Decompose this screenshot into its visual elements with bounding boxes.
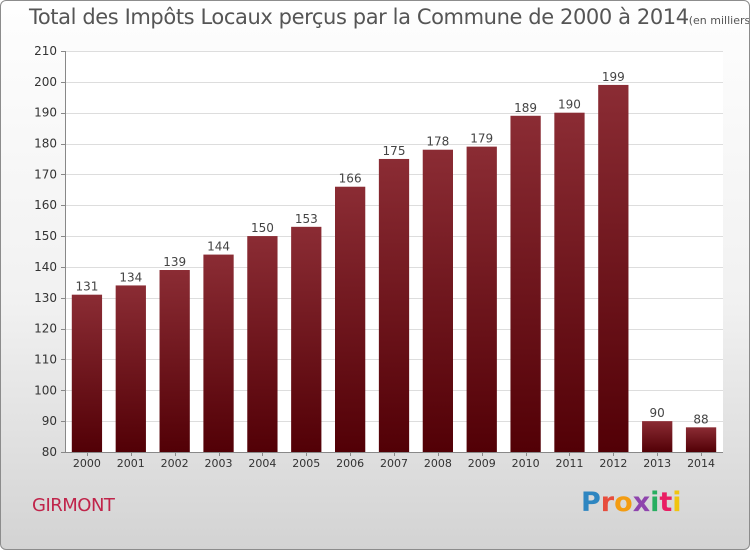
y-tick-label: 170 xyxy=(34,167,57,181)
bar-value-label: 139 xyxy=(163,255,186,269)
bar-2009 xyxy=(466,146,497,452)
y-tick-label: 210 xyxy=(34,44,57,58)
y-tick-label: 200 xyxy=(34,75,57,89)
x-tick-label: 2009 xyxy=(468,457,496,470)
x-tick-label: 2000 xyxy=(73,457,101,470)
bar-value-label: 144 xyxy=(207,240,230,254)
chart-title-unit: (en milliers d'€) xyxy=(688,14,750,27)
logo-letter: t xyxy=(659,487,673,518)
bar-value-label: 150 xyxy=(251,221,274,235)
bar-2014 xyxy=(685,427,717,452)
bar-2000 xyxy=(71,294,103,452)
y-tick-label: 80 xyxy=(42,445,57,459)
logo-letter: i xyxy=(672,487,682,518)
bar-value-label: 90 xyxy=(650,406,665,420)
x-tick-label: 2010 xyxy=(512,457,540,470)
logo-letter: o xyxy=(614,487,633,518)
y-tick-label: 100 xyxy=(34,383,57,397)
bar-value-label: 88 xyxy=(693,412,708,426)
chart-title-main: Total des Impôts Locaux perçus par la Co… xyxy=(29,5,689,29)
bar-value-label: 189 xyxy=(514,101,537,115)
bar-value-label: 190 xyxy=(558,98,581,112)
y-tick-label: 130 xyxy=(34,291,57,305)
y-tick-label: 120 xyxy=(34,322,57,336)
x-tick-label: 2002 xyxy=(161,457,189,470)
x-tick-label: 2013 xyxy=(643,457,671,470)
bar-2006 xyxy=(334,186,366,452)
bar-value-label: 175 xyxy=(383,144,406,158)
x-tick-label: 2004 xyxy=(248,457,276,470)
y-tick-label: 90 xyxy=(42,414,57,428)
bar-2011 xyxy=(554,112,585,452)
bar-2012 xyxy=(598,84,629,452)
bar-value-label: 178 xyxy=(426,135,449,149)
bar-value-label: 179 xyxy=(470,132,493,146)
bar-2005 xyxy=(291,226,322,452)
commune-name: GIRMONT xyxy=(32,495,115,516)
bar-2003 xyxy=(203,254,234,452)
x-tick-label: 2011 xyxy=(555,457,583,470)
bar-2013 xyxy=(642,421,673,452)
x-tick-label: 2001 xyxy=(117,457,145,470)
bar-2010 xyxy=(510,115,541,453)
x-tick-label: 2006 xyxy=(336,457,364,470)
bar-value-label: 134 xyxy=(119,270,142,284)
bar-value-label: 153 xyxy=(295,212,318,226)
x-tick-label: 2008 xyxy=(424,457,452,470)
logo-letter: x xyxy=(632,487,651,518)
y-tick-label: 180 xyxy=(34,137,57,151)
logo-letter: r xyxy=(600,487,615,518)
bar-value-label: 166 xyxy=(339,172,362,186)
logo-letter: i xyxy=(650,487,660,518)
bar-2001 xyxy=(115,285,146,452)
x-tick-label: 2012 xyxy=(599,457,627,470)
y-tick-label: 150 xyxy=(34,229,57,243)
x-tick-label: 2007 xyxy=(380,457,408,470)
x-tick-label: 2003 xyxy=(205,457,233,470)
chart-title: Total des Impôts Locaux perçus par la Co… xyxy=(29,5,750,29)
y-tick-label: 190 xyxy=(34,106,57,120)
proxiti-logo: Proxiti xyxy=(581,487,682,518)
bar-2008 xyxy=(422,149,454,452)
y-tick-label: 110 xyxy=(34,352,57,366)
logo-letter: P xyxy=(581,487,601,518)
bar-2004 xyxy=(247,236,278,452)
y-tick-label: 160 xyxy=(34,198,57,212)
y-tick-label: 140 xyxy=(34,260,57,274)
bar-2007 xyxy=(378,158,410,452)
bar-value-label: 199 xyxy=(602,70,625,84)
bar-2002 xyxy=(159,270,190,452)
x-tick-label: 2014 xyxy=(687,457,715,470)
bar-value-label: 131 xyxy=(75,280,98,294)
x-tick-label: 2005 xyxy=(292,457,320,470)
